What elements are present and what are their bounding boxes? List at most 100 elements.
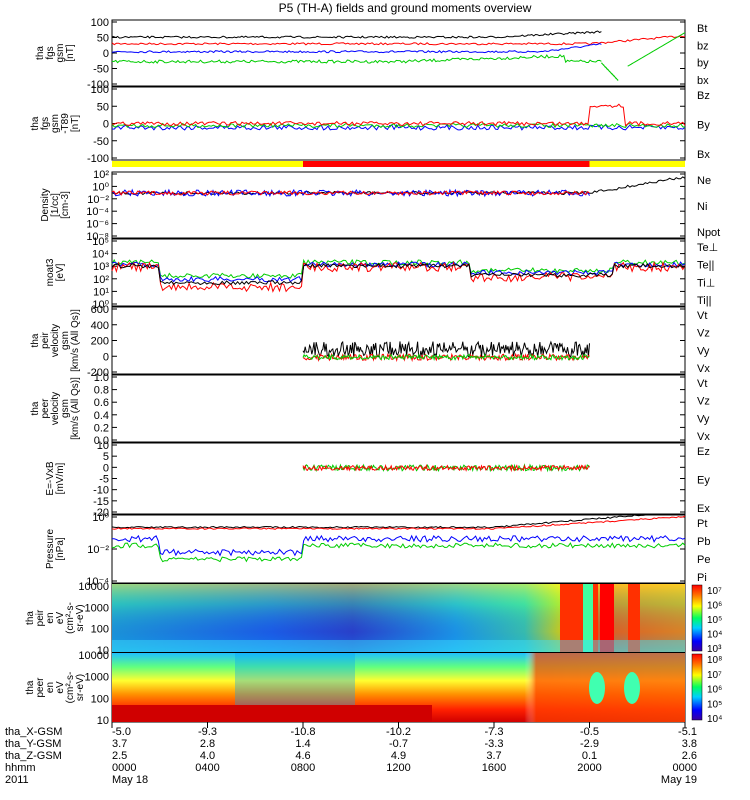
colorbar-tick-label: 10⁸: [707, 655, 722, 666]
legend-temperature-1: Te||: [697, 260, 714, 272]
panel-pressure: 10⁰ 10⁻² 10⁻⁴ Pressure [nPa] Pt Pb Pe Pi: [45, 512, 710, 588]
x-tick-label-z: 0.1: [582, 750, 597, 762]
y-axis-label: peir: [40, 331, 51, 348]
x-tick-label-y: 2.8: [200, 738, 215, 750]
x-tick-label-hhmm: 0800: [291, 762, 315, 774]
y-tick-label: 10²: [93, 169, 109, 181]
y-axis-label: [mV/m]: [55, 462, 66, 494]
legend-peir_velocity-3: Vx: [697, 363, 710, 375]
y-tick-label: 10⁵: [92, 236, 109, 248]
trace-pb: [111, 515, 686, 530]
y-tick-label: 100: [91, 624, 109, 636]
x-tick-label-x: -10.8: [290, 726, 315, 738]
y-axis-label: en: [45, 612, 56, 623]
panel-peer_velocity: 1.00.80.60.40.20.0 tha peer velocity gsm [km/…: [30, 372, 710, 447]
x-tick-label-x: -10.2: [386, 726, 411, 738]
colorbar-tick-label: 10⁷: [707, 670, 722, 681]
y-tick-label: 10⁴: [92, 249, 109, 261]
y-axis-label: peer: [35, 677, 46, 698]
y-axis-label: fgs: [40, 117, 51, 130]
x-tick-label-y: 3.7: [112, 738, 127, 750]
y-tick-label: 0.4: [94, 410, 109, 422]
y-axis-label: tha: [30, 401, 41, 415]
y-tick-label: 10¹: [93, 286, 109, 298]
y-axis-label: Density: [40, 188, 51, 221]
trace-by-drop: [601, 62, 619, 81]
legend-efield-0: Ez: [697, 446, 710, 458]
legend-efield-1: Ey: [697, 475, 710, 487]
y-tick-label: 10⁰: [92, 512, 109, 524]
y-axis-label: sr-eV): [75, 674, 86, 701]
trace-bx: [111, 43, 602, 54]
y-axis-label: Pressure: [45, 529, 56, 569]
legend-fgs-3: bx: [697, 75, 709, 87]
y-tick-label: 10: [97, 645, 109, 657]
trace-bx2: [111, 124, 686, 131]
y-tick-label: 100: [91, 84, 109, 96]
x-row-label: hhmm: [5, 762, 36, 774]
x-tick-label-y: 1.4: [295, 738, 310, 750]
legend-fgs_t89-1: By: [697, 120, 710, 132]
legend-peer_velocity-3: Vx: [697, 431, 710, 443]
x-tick-label-x: -5.1: [678, 726, 697, 738]
x-tick-label-y: 3.8: [682, 738, 697, 750]
y-axis-label: gsm: [60, 399, 71, 418]
mode-bar-segment: [303, 161, 590, 167]
legend-density-0: Ne: [697, 175, 711, 187]
trace-by: [111, 54, 602, 64]
x-tick-label-x: -9.3: [198, 726, 217, 738]
y-tick-label: 10: [97, 440, 109, 452]
y-tick-label: 0.8: [94, 385, 109, 397]
legend-peer_velocity-0: Vt: [697, 378, 707, 390]
x-tick-label-x: -5.0: [112, 726, 131, 738]
colorbar-peer: [691, 653, 703, 721]
colorbar-tick-label: 10⁴: [707, 714, 722, 725]
y-tick-label: 0.6: [94, 397, 109, 409]
y-tick-label: 0.2: [94, 422, 109, 434]
legend-efield-2: Ex: [697, 503, 710, 515]
panel-frame: [111, 514, 686, 584]
y-axis-label: sr-eV): [75, 604, 86, 631]
y-axis-label: tha: [25, 611, 36, 625]
y-tick-label: 10³: [93, 261, 109, 273]
y-axis-label: tha: [25, 680, 36, 694]
x-tick-label-z: 4.9: [391, 750, 406, 762]
x-tick-label-z: 2.5: [112, 750, 127, 762]
y-axis-label: (cm²-s-: [65, 602, 76, 634]
y-tick-label: 10⁰: [92, 299, 109, 311]
legend-peir_velocity-1: Vz: [697, 328, 710, 340]
y-tick-label: -100: [87, 153, 109, 165]
panel-frame: [111, 238, 686, 307]
x-row-label: tha_Y-GSM: [5, 738, 61, 750]
mode-bar-segment: [112, 161, 303, 167]
panel-fgs: 100 50 0 -50 -100 tha fgs gsm [nT] Bt bz by bx: [35, 17, 709, 91]
y-tick-label: -15: [93, 496, 109, 508]
legend-fgs-2: by: [697, 58, 709, 70]
trace-by2: [111, 122, 686, 129]
y-axis-label: [eV]: [55, 263, 66, 281]
trace-te-perp: [111, 260, 686, 293]
y-axis-label: tha: [35, 46, 46, 60]
peer-spectrogram-image: [112, 653, 685, 722]
y-tick-label: 0.0: [94, 435, 109, 447]
y-axis-label: tha: [30, 116, 41, 130]
x-tick-label-x: -0.5: [580, 726, 599, 738]
x-tick-label-hhmm: 0000: [673, 762, 697, 774]
trace-by-rise: [627, 32, 686, 67]
x-tick-label-x: -7.3: [485, 726, 504, 738]
y-tick-label: 10⁻²: [87, 194, 109, 206]
y-tick-label: 50: [97, 33, 109, 45]
legend-peer_velocity-2: Vy: [697, 413, 710, 425]
trace-bz: [111, 35, 685, 46]
y-tick-label: 100: [91, 693, 109, 705]
y-axis-label: fgs: [45, 46, 56, 59]
y-axis-label: [nT]: [70, 115, 81, 132]
mode-bar-segment: [589, 161, 685, 167]
y-tick-label: 10⁰: [92, 181, 109, 193]
y-tick-label: 0: [103, 351, 109, 363]
y-axis-label: velocity: [50, 392, 61, 425]
y-axis-label: en: [45, 682, 56, 693]
